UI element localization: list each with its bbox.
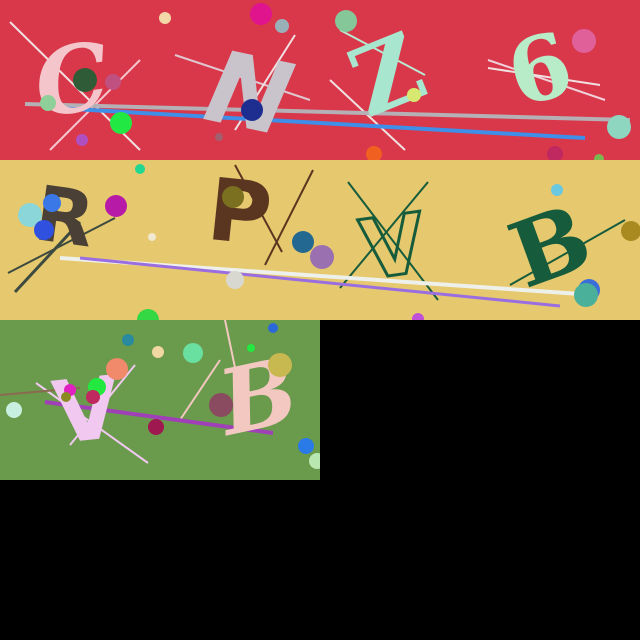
noise-dot	[76, 134, 88, 146]
noise-dot	[6, 402, 22, 418]
noise-line	[487, 59, 606, 101]
noise-dot	[110, 112, 132, 134]
noise-dot	[310, 245, 334, 269]
noise-dot	[148, 419, 164, 435]
noise-dot	[250, 3, 272, 25]
captcha-tile-1: C N Z 6	[0, 0, 640, 160]
noise-dot	[298, 438, 314, 454]
captcha-char: N	[196, 28, 302, 160]
noise-dot	[594, 154, 604, 160]
noise-dot	[86, 390, 100, 404]
noise-dot	[209, 393, 233, 417]
noise-dot	[159, 12, 171, 24]
noise-dot	[183, 343, 203, 363]
noise-dot	[105, 195, 127, 217]
noise-line	[7, 217, 116, 274]
noise-line	[44, 400, 274, 435]
captcha-char: P	[203, 160, 276, 266]
noise-dot	[574, 283, 598, 307]
noise-dot	[152, 346, 164, 358]
noise-dot	[621, 221, 640, 241]
noise-line	[339, 29, 426, 76]
noise-line	[79, 256, 561, 308]
noise-dot	[547, 146, 563, 160]
noise-dot	[268, 323, 278, 333]
noise-dot	[607, 115, 631, 139]
noise-dot	[222, 186, 244, 208]
noise-dot	[73, 68, 97, 92]
noise-line	[339, 181, 429, 289]
noise-dot	[335, 10, 357, 32]
noise-dot	[122, 334, 134, 346]
noise-line	[264, 169, 314, 266]
captcha-tile-1-art: C N Z 6	[9, 3, 631, 160]
noise-dot	[247, 344, 255, 352]
noise-dot	[40, 95, 56, 111]
noise-dot	[412, 313, 424, 320]
noise-dot	[572, 29, 596, 53]
noise-dot	[18, 203, 42, 227]
captcha-tile-3-art: V B	[0, 320, 320, 469]
captcha-tile-2: R P V B	[0, 160, 640, 320]
noise-dot	[61, 392, 71, 402]
noise-dot	[366, 146, 382, 160]
captcha-char: C	[28, 21, 116, 138]
noise-dot	[551, 184, 563, 196]
noise-line	[509, 219, 626, 286]
noise-dot	[106, 358, 128, 380]
noise-line	[487, 67, 601, 86]
noise-line	[347, 181, 439, 301]
noise-line	[35, 382, 149, 464]
noise-line	[174, 54, 311, 101]
noise-dot	[137, 309, 159, 320]
noise-dot	[226, 271, 244, 289]
noise-dot	[407, 88, 421, 102]
noise-dot	[43, 194, 61, 212]
noise-dot	[241, 99, 263, 121]
captcha-tile-2-art: R P V B	[7, 160, 640, 320]
noise-dot	[292, 231, 314, 253]
noise-dot	[275, 19, 289, 33]
noise-dot	[268, 353, 292, 377]
captcha-char: 6	[497, 11, 583, 127]
noise-line	[179, 359, 221, 421]
noise-line	[69, 364, 136, 446]
noise-line	[13, 220, 82, 294]
noise-dot	[135, 164, 145, 174]
noise-line	[234, 164, 283, 253]
noise-dot	[215, 133, 223, 141]
noise-dot	[105, 74, 121, 90]
noise-line	[24, 102, 631, 122]
captcha-char: V	[355, 196, 432, 299]
noise-dot	[148, 233, 156, 241]
noise-line	[54, 106, 586, 140]
noise-line	[224, 320, 246, 416]
noise-dot	[309, 453, 320, 469]
noise-dot	[34, 220, 54, 240]
captcha-tile-3: V B	[0, 320, 320, 480]
